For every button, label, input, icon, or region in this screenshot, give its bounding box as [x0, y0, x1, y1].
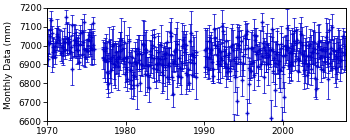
Y-axis label: Monthly Data (mm): Monthly Data (mm)	[4, 20, 13, 108]
